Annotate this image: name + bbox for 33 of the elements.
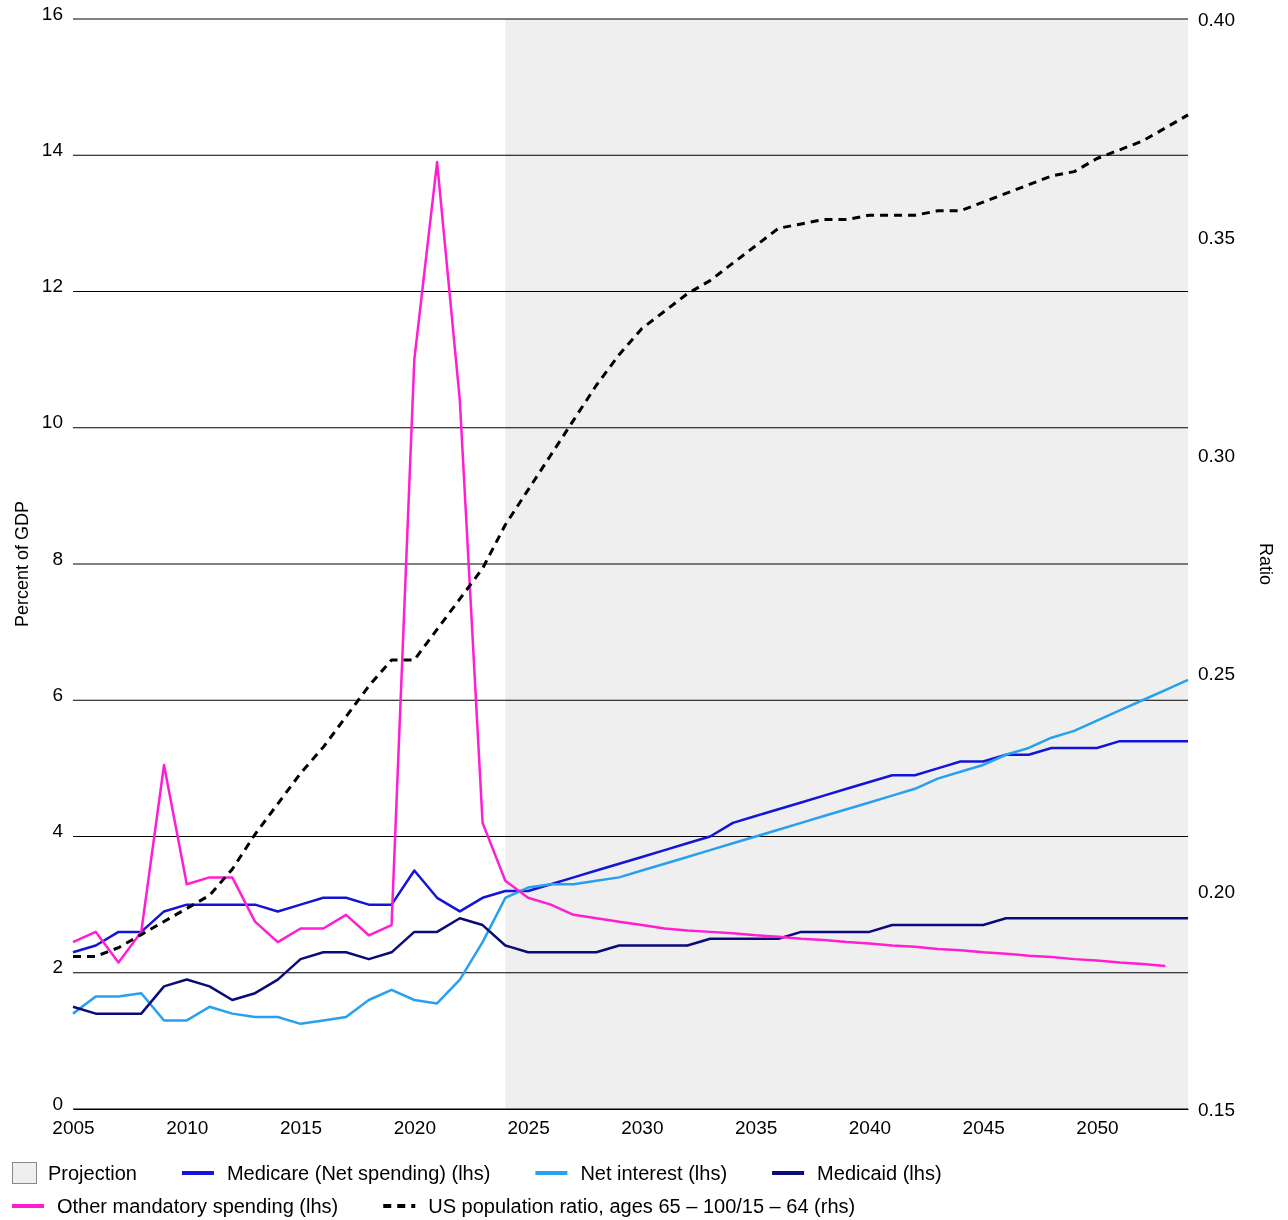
x-tick-label: 2025 <box>507 1117 550 1139</box>
legend-label: Medicaid (lhs) <box>817 1162 942 1184</box>
y2-tick-label: 0.40 <box>1198 8 1235 30</box>
y-tick-label: 8 <box>52 547 63 569</box>
legend-label: Other mandatory spending (lhs) <box>57 1195 339 1217</box>
x-tick-label: 2015 <box>279 1117 323 1139</box>
y-tick-label: 0 <box>52 1092 63 1114</box>
y-tick-label: 10 <box>41 411 63 433</box>
y-axis-title: Percent of GDP <box>12 500 32 628</box>
y-tick-label: 6 <box>52 683 63 705</box>
y-tick-label: 16 <box>41 2 63 24</box>
y2-tick-label: 0.20 <box>1198 880 1235 902</box>
y2-tick-label: 0.35 <box>1198 226 1235 248</box>
x-tick-label: 2035 <box>735 1117 778 1139</box>
x-tick-label: 2020 <box>393 1117 436 1139</box>
x-tick-label: 2040 <box>848 1117 892 1139</box>
x-tick-label: 2045 <box>962 1117 1005 1139</box>
y-tick-label: 2 <box>52 956 63 978</box>
y-tick-label: 12 <box>41 275 63 296</box>
y2-tick-label: 0.15 <box>1198 1098 1235 1120</box>
x-tick-label: 2005 <box>52 1117 95 1139</box>
x-tick-label: 2030 <box>621 1117 664 1139</box>
legend-label: US population ratio, ages 65 – 100/15 – 64 (rhs) <box>428 1195 856 1217</box>
y-tick-label: 14 <box>41 138 64 160</box>
x-tick-label: 2050 <box>1076 1117 1119 1139</box>
y2-tick-label: 0.30 <box>1198 444 1235 466</box>
y2-axis-title: Ratio <box>1256 542 1276 586</box>
legend-label: Medicare (Net spending) (lhs) <box>226 1162 491 1184</box>
y2-tick-label: 0.25 <box>1198 662 1235 684</box>
x-tick-label: 2010 <box>166 1117 209 1139</box>
legend-label: Projection <box>48 1162 137 1184</box>
legend-label: Net interest (lhs) <box>580 1162 728 1184</box>
y-tick-label: 4 <box>52 820 64 841</box>
